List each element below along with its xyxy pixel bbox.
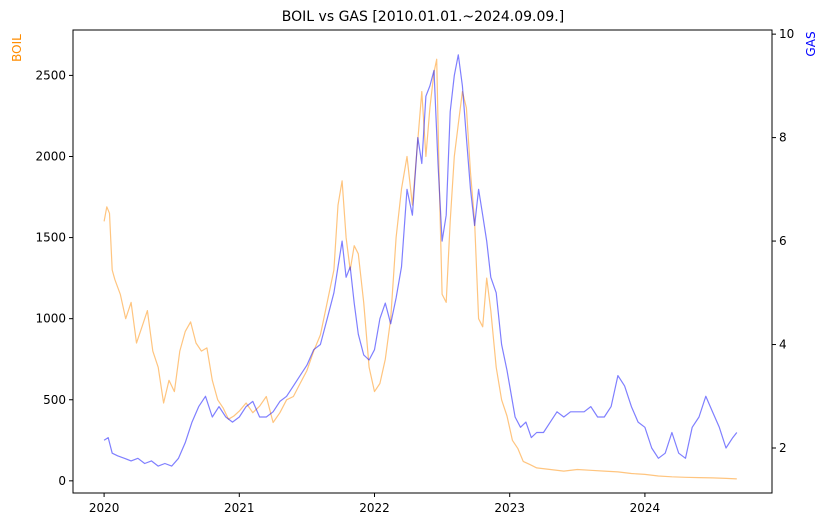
x-tick-label: 2020 (89, 501, 120, 515)
series-layer (103, 54, 738, 480)
left-tick-label: 1500 (35, 231, 66, 245)
right-axis-label: GAS (804, 31, 818, 56)
left-tick-label: 500 (43, 393, 66, 407)
right-tick-label: 2 (779, 441, 787, 455)
left-tick-label: 2500 (35, 68, 66, 82)
series-line-boil (103, 58, 737, 480)
x-tick-label: 2023 (494, 501, 525, 515)
series-line-gas (103, 54, 738, 467)
x-tick-label: 2022 (359, 501, 390, 515)
left-tick-label: 0 (58, 474, 66, 488)
left-tick-label: 2000 (35, 149, 66, 163)
x-tick-label: 2024 (630, 501, 661, 515)
left-axis: 0 500 1000 1500 2000 2500 (35, 68, 73, 488)
right-tick-label: 4 (779, 338, 787, 352)
right-tick-label: 10 (779, 27, 794, 41)
right-tick-label: 6 (779, 234, 787, 248)
right-tick-label: 8 (779, 131, 787, 145)
chart-title: BOIL vs GAS [2010.01.01.~2024.09.09.] (282, 9, 564, 25)
left-axis-label: BOIL (10, 34, 24, 62)
plot-frame (72, 29, 773, 494)
left-tick-label: 1000 (35, 312, 66, 326)
x-tick-label: 2021 (224, 501, 255, 515)
right-axis: 2 4 6 8 10 (772, 27, 794, 455)
x-axis: 2020 2021 2022 2023 2024 (89, 493, 660, 515)
